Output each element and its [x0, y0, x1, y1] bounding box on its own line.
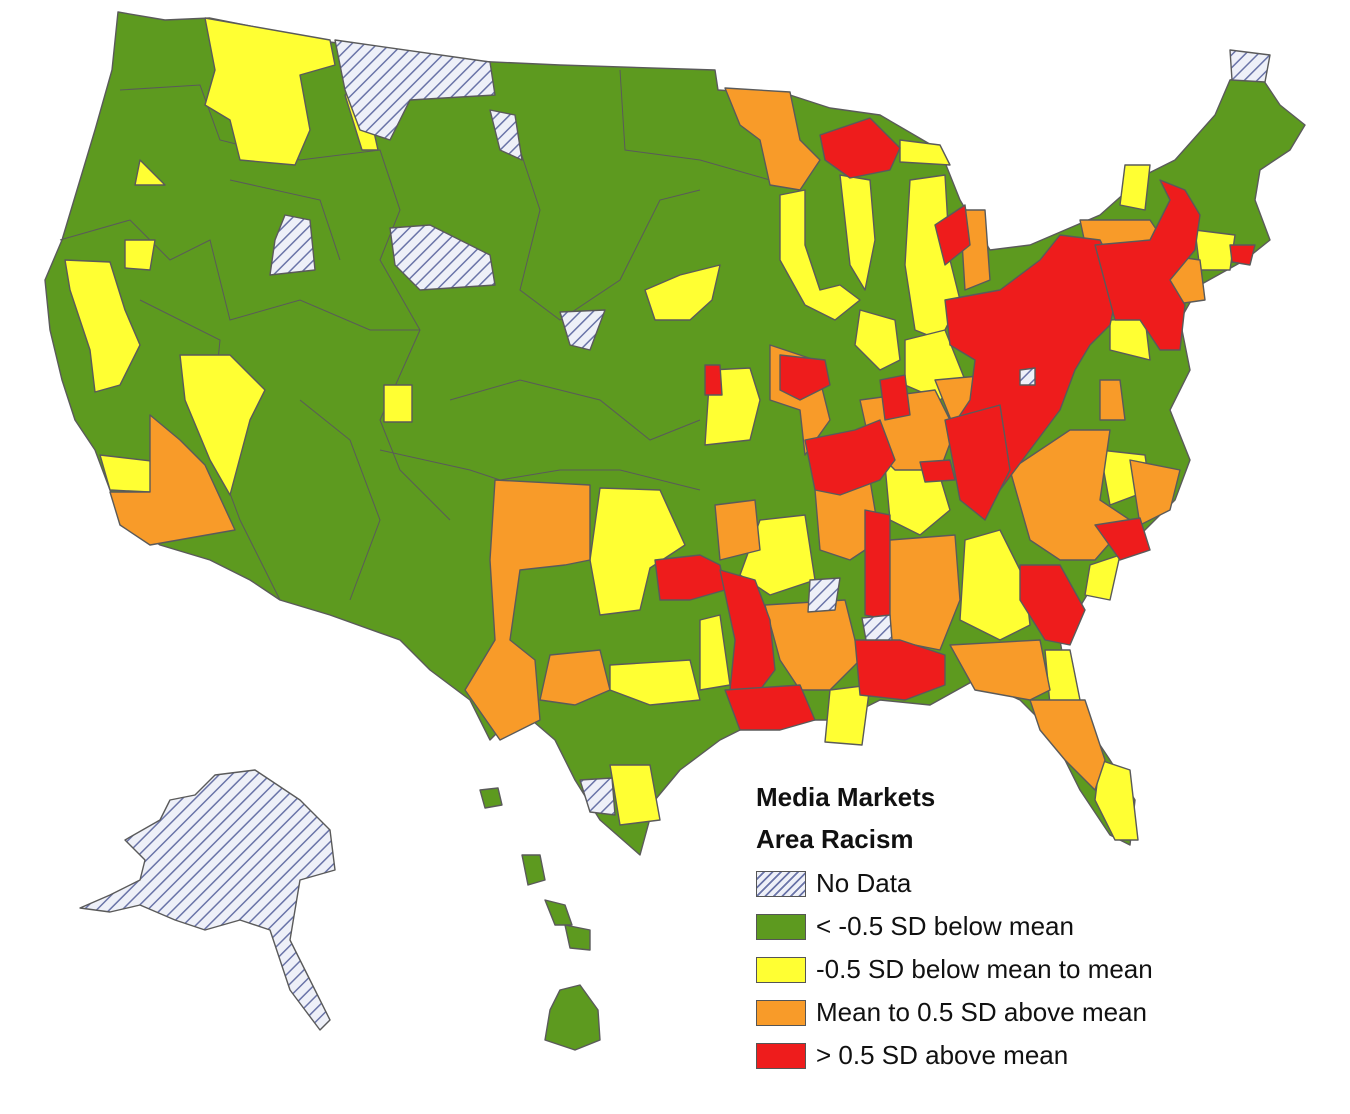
markets-red	[654, 117, 1256, 731]
legend-item-no-data: No Data	[756, 862, 1236, 905]
markets-no-data	[269, 39, 1271, 816]
legend-item-green: < -0.5 SD below mean	[756, 905, 1236, 948]
legend-label: Mean to 0.5 SD above mean	[816, 997, 1147, 1027]
legend-swatch-no-data	[756, 870, 806, 897]
legend-swatch-orange	[756, 999, 806, 1026]
legend-subtitle: Area Racism	[756, 824, 914, 854]
legend-item-yellow: -0.5 SD below mean to mean	[756, 948, 1236, 991]
alaska	[79, 769, 336, 1031]
legend-label: < -0.5 SD below mean	[816, 911, 1074, 941]
legend-label: -0.5 SD below mean to mean	[816, 954, 1153, 984]
legend-swatch-yellow	[756, 956, 806, 983]
hawaii	[479, 787, 601, 1051]
legend-label: No Data	[816, 868, 912, 898]
legend-swatch-red	[756, 1042, 806, 1069]
legend-label: > 0.5 SD above mean	[816, 1040, 1069, 1070]
legend-item-orange: Mean to 0.5 SD above mean	[756, 991, 1236, 1034]
legend-item-red: > 0.5 SD above mean	[756, 1034, 1236, 1077]
legend-swatch-green	[756, 913, 806, 940]
legend-title: Media Markets	[756, 782, 936, 812]
map-legend: Media Markets Area Racism No Data < -0.5…	[756, 778, 1236, 1077]
